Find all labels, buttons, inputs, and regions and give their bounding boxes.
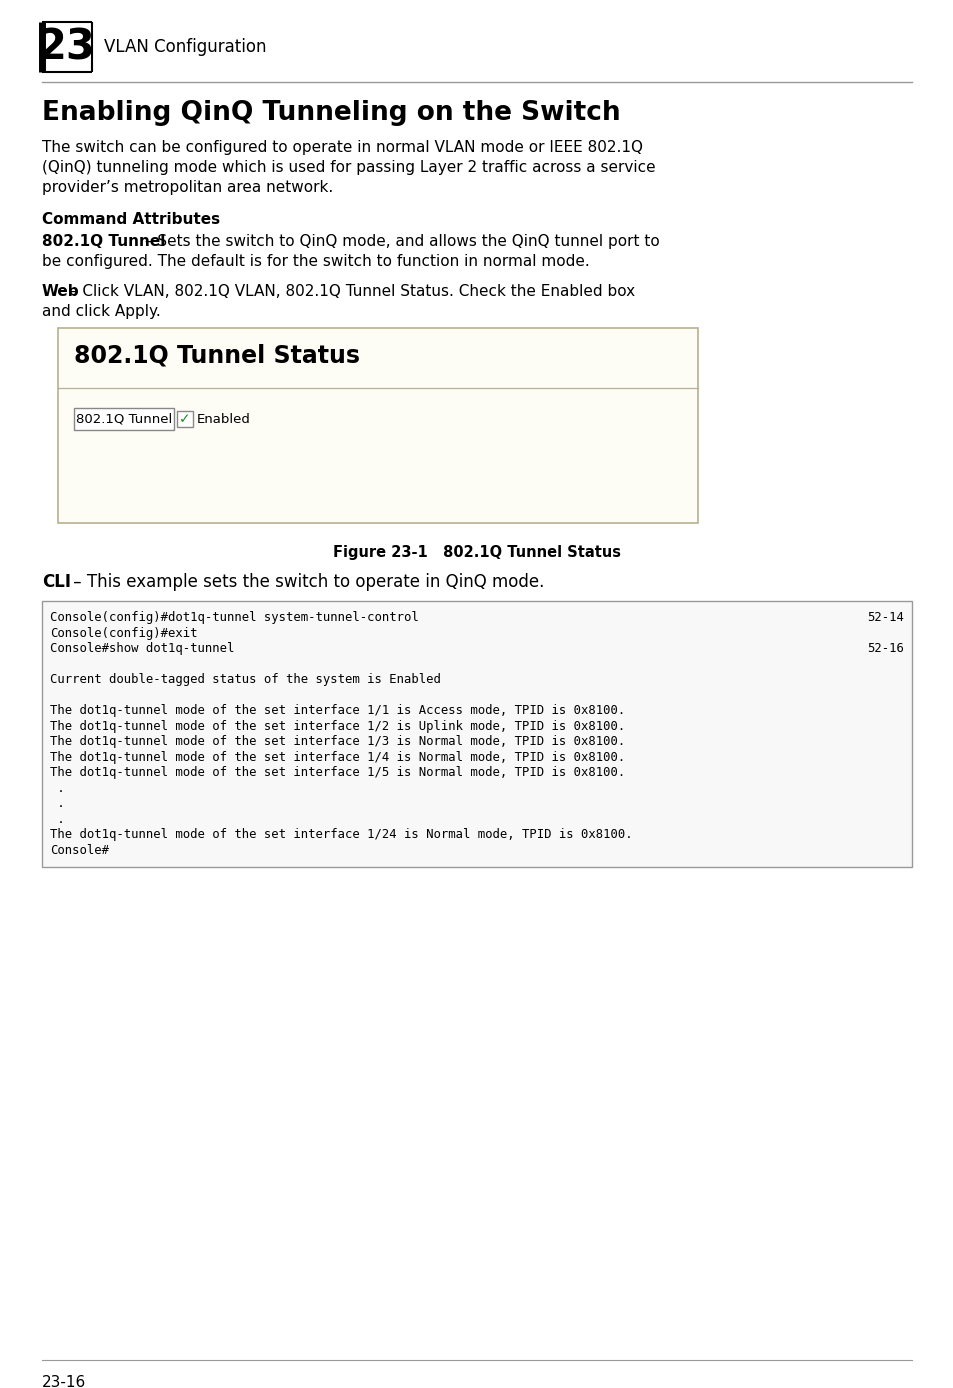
Text: 52-14: 52-14 (866, 611, 903, 625)
Text: Console#show dot1q-tunnel: Console#show dot1q-tunnel (50, 643, 234, 655)
Text: – This example sets the switch to operate in QinQ mode.: – This example sets the switch to operat… (69, 573, 544, 591)
Text: and click Apply.: and click Apply. (42, 304, 161, 319)
Text: Figure 23-1   802.1Q Tunnel Status: Figure 23-1 802.1Q Tunnel Status (333, 545, 620, 559)
Text: Console(config)#exit: Console(config)#exit (50, 626, 197, 640)
Text: 23: 23 (38, 26, 96, 68)
Text: provider’s metropolitan area network.: provider’s metropolitan area network. (42, 180, 333, 194)
Text: .: . (50, 797, 65, 811)
Text: (QinQ) tunneling mode which is used for passing Layer 2 traffic across a service: (QinQ) tunneling mode which is used for … (42, 160, 655, 175)
Text: The dot1q-tunnel mode of the set interface 1/4 is Normal mode, TPID is 0x8100.: The dot1q-tunnel mode of the set interfa… (50, 751, 624, 763)
Text: 802.1Q Tunnel: 802.1Q Tunnel (76, 412, 172, 426)
Text: The dot1q-tunnel mode of the set interface 1/1 is Access mode, TPID is 0x8100.: The dot1q-tunnel mode of the set interfa… (50, 704, 624, 718)
Text: be configured. The default is for the switch to function in normal mode.: be configured. The default is for the sw… (42, 254, 589, 269)
Text: Current double-tagged status of the system is Enabled: Current double-tagged status of the syst… (50, 673, 440, 686)
Bar (58, 328, 698, 523)
Text: Web: Web (42, 285, 79, 298)
Text: .: . (50, 812, 65, 826)
Text: The switch can be configured to operate in normal VLAN mode or IEEE 802.1Q: The switch can be configured to operate … (42, 140, 642, 155)
Text: Enabling QinQ Tunneling on the Switch: Enabling QinQ Tunneling on the Switch (42, 100, 620, 126)
Text: 52-16: 52-16 (866, 643, 903, 655)
Text: The dot1q-tunnel mode of the set interface 1/3 is Normal mode, TPID is 0x8100.: The dot1q-tunnel mode of the set interfa… (50, 736, 624, 748)
Text: 23-16: 23-16 (42, 1376, 86, 1388)
Bar (42, 22, 91, 72)
Text: The dot1q-tunnel mode of the set interface 1/5 is Normal mode, TPID is 0x8100.: The dot1q-tunnel mode of the set interfa… (50, 766, 624, 779)
Bar (74, 408, 173, 430)
Text: Console(config)#dot1q-tunnel system-tunnel-control: Console(config)#dot1q-tunnel system-tunn… (50, 611, 418, 625)
Text: The dot1q-tunnel mode of the set interface 1/2 is Uplink mode, TPID is 0x8100.: The dot1q-tunnel mode of the set interfa… (50, 719, 624, 733)
Text: VLAN Configuration: VLAN Configuration (104, 37, 266, 56)
Text: – Click VLAN, 802.1Q VLAN, 802.1Q Tunnel Status. Check the Enabled box: – Click VLAN, 802.1Q VLAN, 802.1Q Tunnel… (65, 285, 634, 298)
Text: The dot1q-tunnel mode of the set interface 1/24 is Normal mode, TPID is 0x8100.: The dot1q-tunnel mode of the set interfa… (50, 829, 632, 841)
Text: .: . (50, 781, 65, 794)
Text: Console#: Console# (50, 844, 109, 856)
Text: – Sets the switch to QinQ mode, and allows the QinQ tunnel port to: – Sets the switch to QinQ mode, and allo… (140, 235, 659, 248)
Bar (42, 601, 911, 868)
Text: 802.1Q Tunnel Status: 802.1Q Tunnel Status (74, 343, 359, 366)
Text: 802.1Q Tunnel: 802.1Q Tunnel (42, 235, 165, 248)
Text: Command Attributes: Command Attributes (42, 212, 220, 228)
Text: Enabled: Enabled (196, 412, 251, 426)
Text: ✓: ✓ (179, 412, 191, 426)
Bar (177, 411, 193, 428)
Text: CLI: CLI (42, 573, 71, 591)
